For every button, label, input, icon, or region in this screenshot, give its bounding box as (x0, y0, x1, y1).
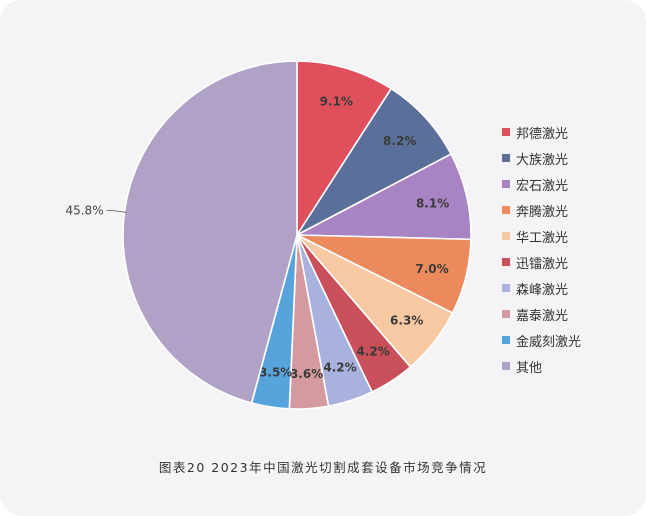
pie-slice (296, 60, 393, 238)
legend-label: 邦德激光 (516, 126, 569, 142)
pie-slice (293, 152, 472, 241)
legend-swatch (502, 258, 510, 266)
slice-value-label: 45.8% (65, 204, 103, 218)
legend: 邦德激光大族激光宏石激光奔腾激光华工激光迅镭激光森峰激光嘉泰激光金威刻激光其他 (502, 119, 581, 379)
legend-swatch (502, 180, 510, 188)
legend-label: 森峰激光 (516, 282, 569, 298)
slice-value-label: 8.1% (416, 196, 449, 210)
slice-value-label: 8.2% (383, 134, 416, 148)
legend-item: 华工激光 (502, 223, 581, 249)
legend-label: 其他 (516, 360, 543, 376)
legend-swatch (502, 128, 510, 136)
legend-swatch (502, 232, 510, 240)
legend-item: 迅镭激光 (502, 249, 581, 275)
legend-item: 金威刻激光 (502, 327, 581, 353)
legend-swatch (502, 362, 510, 370)
legend-swatch (502, 336, 510, 344)
legend-item: 其他 (502, 353, 581, 379)
legend-swatch (502, 154, 510, 162)
leader-line (106, 210, 127, 213)
legend-swatch (502, 284, 510, 292)
legend-label: 奔腾激光 (516, 204, 569, 220)
legend-item: 宏石激光 (502, 171, 581, 197)
legend-label: 金威刻激光 (516, 334, 582, 350)
legend-label: 嘉泰激光 (516, 308, 569, 324)
slice-value-label: 4.2% (323, 360, 356, 374)
legend-label: 大族激光 (516, 152, 569, 168)
slice-value-label: 6.3% (390, 314, 423, 328)
legend-item: 奔腾激光 (502, 197, 581, 223)
legend-label: 宏石激光 (516, 178, 569, 194)
slice-value-label: 4.2% (356, 345, 389, 359)
legend-swatch (502, 310, 510, 318)
legend-swatch (502, 206, 510, 214)
legend-item: 邦德激光 (502, 119, 581, 145)
chart-caption: 图表20 2023年中国激光切割成套设备市场竞争情况 (158, 460, 488, 475)
pie-slice (294, 87, 453, 238)
legend-item: 大族激光 (502, 145, 581, 171)
legend-item: 森峰激光 (502, 275, 581, 301)
slice-value-label: 7.0% (415, 262, 448, 276)
slice-value-label: 3.5% (259, 366, 292, 380)
slice-value-label: 9.1% (320, 94, 353, 108)
legend-label: 华工激光 (516, 230, 569, 246)
slice-value-label: 3.6% (290, 367, 323, 381)
legend-label: 迅镭激光 (516, 256, 569, 272)
legend-item: 嘉泰激光 (502, 301, 581, 327)
